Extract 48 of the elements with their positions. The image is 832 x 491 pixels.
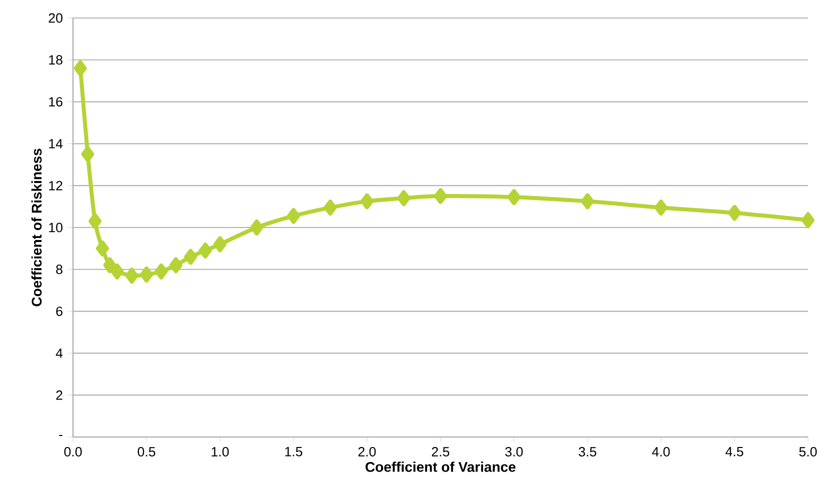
point — [81, 146, 94, 162]
y-tick-label: 2 — [56, 390, 62, 400]
y-tick-label: 10 — [49, 222, 62, 232]
y-tick-label: - — [59, 434, 62, 436]
point — [125, 268, 138, 284]
point — [74, 60, 87, 76]
x-axis-title: Coefficient of Variance — [366, 462, 516, 472]
y-tick-label: 18 — [49, 55, 62, 65]
y-tick-label: 20 — [48, 13, 62, 23]
point — [728, 204, 741, 221]
point — [169, 257, 182, 274]
x-tick-label: 4.5 — [726, 447, 744, 456]
x-tick-label: 4.0 — [652, 447, 670, 456]
x-tick-label: 0.5 — [138, 447, 156, 456]
point — [508, 189, 520, 206]
point — [110, 263, 124, 280]
point — [140, 266, 154, 283]
point — [581, 193, 594, 210]
y-tick-label: 6 — [56, 306, 62, 316]
x-tick-label: 2.0 — [358, 447, 376, 456]
point — [103, 257, 116, 274]
point — [250, 219, 264, 236]
x-tick-label: 3.5 — [578, 447, 596, 456]
point — [802, 212, 814, 228]
x-tick-label: 5.0 — [799, 447, 817, 456]
x-tick-label: 1.5 — [285, 447, 302, 456]
point — [184, 248, 198, 265]
y-tick-label: 8 — [56, 264, 62, 274]
x-tick-label: 0.0 — [64, 447, 82, 456]
point — [360, 193, 374, 210]
x-tick-label: 3.0 — [505, 447, 523, 456]
y-tick-label: 12 — [49, 180, 62, 190]
point — [198, 242, 212, 259]
point — [96, 240, 109, 256]
x-tick-label: 1.0 — [212, 447, 229, 456]
y-axis-title: Coefficient of Riskiness — [31, 148, 42, 306]
point — [324, 200, 337, 216]
point — [434, 188, 447, 204]
y-tick-label: 4 — [56, 348, 63, 358]
x-tick-label: 2.5 — [432, 447, 450, 456]
point — [654, 200, 668, 216]
y-tick-label: 14 — [49, 139, 63, 148]
point — [214, 236, 227, 252]
point — [397, 190, 410, 206]
point — [287, 208, 300, 224]
point — [88, 213, 102, 230]
y-tick-label: 16 — [49, 97, 62, 107]
point — [154, 263, 168, 280]
